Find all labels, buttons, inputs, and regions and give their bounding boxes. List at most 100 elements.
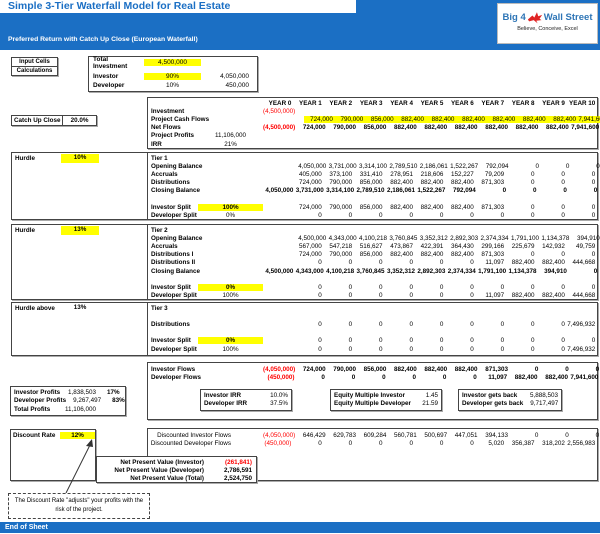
cell: 0 [348,211,353,219]
equity-multiple-developer-label: Equity Multiple Developer [334,400,411,408]
cell[interactable]: 724,000 [304,115,335,123]
cell[interactable]: 882,400 [486,115,518,123]
developer-gets-back-value: 9,717,497 [530,400,559,408]
cell: 0 [596,162,600,170]
npv-developer-value: 2,786,591 [223,466,252,474]
year-header: YEAR 9 [542,99,565,107]
cell: 0 [470,337,474,345]
cell: 0 [531,320,535,328]
cell: 0 [470,211,474,219]
discount-rate-input[interactable]: 12% [60,431,95,439]
catch-up-close-value[interactable]: 20.0% [62,116,96,125]
row-label: Developer Split [151,345,197,353]
cell: 0 [439,320,444,328]
cell: 0 [439,439,444,447]
cell: 724,000 [299,203,322,211]
row-distributions-i: Distributions I 724,000 790,000 856,000 882,… [148,251,600,259]
cell: 4,050,000 [265,187,294,195]
cell: 0 [379,292,383,300]
company-logo: Big 4 Wall Street Believe, Conceive, Exc… [497,3,598,44]
row-distributions-ii: Distributions II 0 0 0 0 0 0 11,097 882,400 882,4… [148,259,600,267]
tier2-section: Hurdle 13% Tier 2 Opening Balance 4,500,00… [11,224,600,300]
cell[interactable]: 882,400 [517,115,548,123]
cell: 7,941,600 [571,124,600,132]
row-label: Investor Flows [151,365,196,373]
row-value-cell[interactable]: 0% [198,337,263,345]
page-subtitle: Preferred Return with Catch Up Close (Eu… [8,36,198,43]
cell: 394,133 [485,431,508,439]
row-opening-balance: Opening Balance 4,500,000 4,343,000 4,100,2… [148,234,600,242]
cell[interactable]: 882,400 [456,115,487,123]
cell: 0 [439,283,444,291]
cell: 882,400 [450,251,474,259]
cell[interactable]: 882,400 [426,115,457,123]
investor-gets-back-label: Investor gets back [462,391,518,399]
cell: 7,496,932 [567,320,596,328]
total-investment-input[interactable]: 4,500,000 [144,59,201,66]
cell: 4,343,000 [328,234,357,242]
row-label: Opening Balance [151,162,203,170]
row-label: Distributions [151,320,190,328]
gets-back-box: Investor gets back 5,888,503 Developer ge… [458,389,562,411]
tier1-hurdle-input[interactable]: 10% [61,154,99,163]
row-opening-balance: Opening Balance 4,050,000 3,731,000 3,314,1… [148,162,600,170]
cell: 882,400 [514,373,538,381]
cell: 2,374,334 [447,267,476,275]
cell: 3,352,312 [419,234,448,242]
tier2-hurdle-input[interactable]: 13% [61,226,99,235]
cell: 11,097 [485,292,505,300]
cell: 0 [470,259,474,267]
row-project-cash-flows: Project Cash Flows 724,000 790,000 856,000 8… [148,115,600,123]
cell: 444,668 [572,259,596,267]
row-developer-split: Developer Split 100% 0 0 0 0 0 0 0 0 0 7,496,932 [148,345,597,353]
row-label: Tier 1 [151,154,168,162]
cell: 356,387 [511,439,535,447]
row-label: Project Profits [151,132,195,140]
cell: 882,400 [420,179,444,187]
cell: 0 [348,439,353,447]
cell: 444,668 [572,292,596,300]
cell[interactable]: 856,000 [365,115,396,123]
cell[interactable]: 7,941,600 [578,115,600,123]
cell: 0 [348,320,353,328]
cell: 882,400 [390,179,413,187]
cell: 856,000 [363,365,387,373]
cell: 7,496,932 [567,345,596,353]
blank-row [148,329,597,337]
cell: 856,000 [363,124,387,132]
cell: 0 [595,431,600,439]
cell: 0 [565,431,569,439]
cell[interactable]: 882,400 [395,115,427,123]
row-irr: IRR 21% [148,140,597,148]
logo-tagline: Believe, Conceive, Excel [517,26,578,32]
cell: 882,400 [542,259,565,267]
row-value-cell[interactable]: 100% [198,203,263,211]
cell: 882,400 [420,203,444,211]
cell: (450,000) [267,373,295,381]
cell: 0 [409,259,413,267]
cell: 2,892,303 [450,234,479,242]
cell[interactable]: 882,400 [547,115,578,123]
cell: 473,867 [390,242,413,250]
row-label: Distributions II [151,259,196,267]
cell: 0 [500,211,505,219]
cell: 2,789,510 [356,187,385,195]
cell: 1,134,378 [541,234,570,242]
cell: 856,000 [359,179,383,187]
cell[interactable]: 790,000 [334,115,366,123]
row-label: Closing Balance [151,267,200,275]
cell: 0 [591,203,596,211]
investor-pct-input[interactable]: 90% [144,73,201,80]
cell: 567,000 [299,242,322,250]
row-value-cell[interactable]: 0% [198,283,263,291]
cell: 0 [531,203,535,211]
tier3-hurdle-value: 13% [73,304,87,311]
note-arrow [65,439,93,494]
cell: 882,400 [390,251,413,259]
row-label: Accruals [151,170,178,178]
cell: (4,050,000) [263,431,296,439]
cell: 0 [318,337,322,345]
year-header: YEAR 1 [299,99,322,107]
cell: 0 [379,211,383,219]
cell: 0 [473,373,477,381]
